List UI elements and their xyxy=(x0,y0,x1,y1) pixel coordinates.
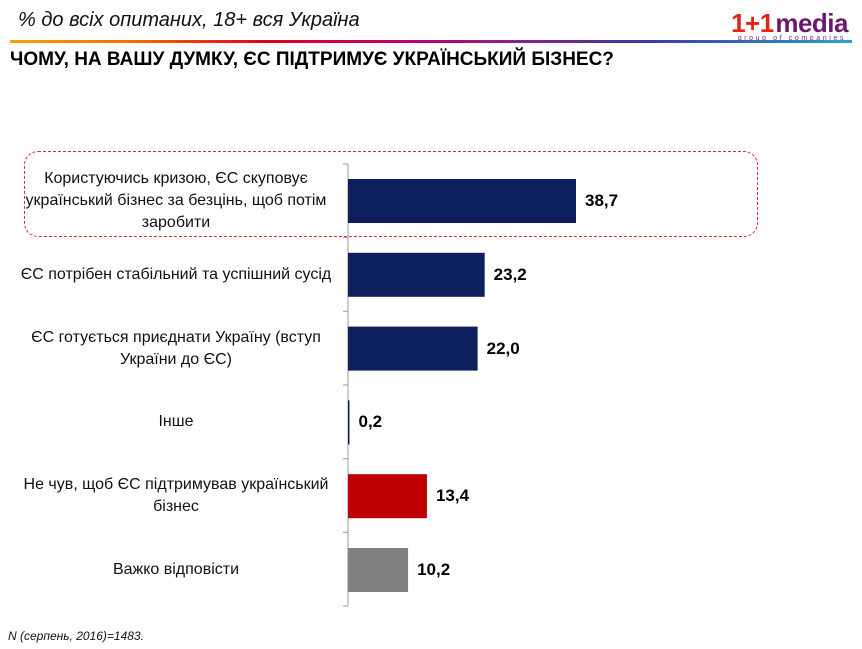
logo-wordmark: 1+1 media xyxy=(731,8,848,39)
value-label: 38,7 xyxy=(585,191,619,210)
value-label: 13,4 xyxy=(435,486,470,506)
bar-5 xyxy=(348,548,409,592)
chart-subtitle: % до всіх опитаних, 18+ вся Україна xyxy=(18,9,360,31)
category-label: Інше xyxy=(158,413,194,431)
category-label: Не чув, щоб ЄС підтримував український б… xyxy=(23,476,329,516)
value-label: 0,2 xyxy=(358,412,383,432)
bar-2 xyxy=(348,326,478,371)
value-label: 23,2 xyxy=(493,264,527,284)
category-label: ЄС потрібен стабільний та успішний сусід xyxy=(20,265,332,283)
value-label: 22,0 xyxy=(486,338,520,358)
bar-3 xyxy=(348,400,350,445)
category-label: Користуючись кризою, ЄС скуповує українс… xyxy=(25,170,327,231)
bar-4 xyxy=(348,474,427,519)
category-label: Важко відповісти xyxy=(112,561,240,578)
value-label: 10,2 xyxy=(417,560,451,579)
highlight-frame xyxy=(24,151,758,237)
chart-title: ЧОМУ, НА ВАШУ ДУМКУ, ЄС ПІДТРИМУЄ УКРАЇН… xyxy=(10,49,614,70)
bar-1 xyxy=(348,252,485,297)
logo-word: media xyxy=(775,8,848,38)
category-label: ЄС готується приєднати Україну (вступ Ук… xyxy=(31,328,321,368)
bar-0 xyxy=(348,179,576,223)
brand-logo: 1+1 media group of companies xyxy=(698,8,848,42)
logo-number: 1+1 xyxy=(731,8,774,38)
header-divider xyxy=(10,40,852,43)
sample-footnote: N (серпень, 2016)=1483. xyxy=(8,629,144,643)
logo-tagline: group of companies xyxy=(737,35,846,42)
